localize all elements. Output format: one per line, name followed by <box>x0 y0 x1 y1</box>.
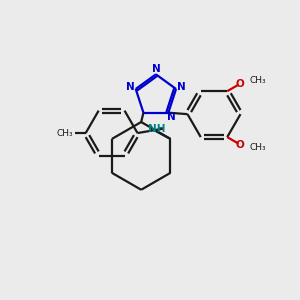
Text: NH: NH <box>148 124 166 134</box>
Text: N: N <box>152 64 160 74</box>
Text: CH₃: CH₃ <box>250 143 266 152</box>
Text: N: N <box>167 112 176 122</box>
Text: N: N <box>177 82 186 92</box>
Text: O: O <box>235 79 244 88</box>
Text: CH₃: CH₃ <box>56 129 73 138</box>
Text: O: O <box>235 140 244 150</box>
Text: N: N <box>126 82 135 92</box>
Text: CH₃: CH₃ <box>250 76 266 85</box>
